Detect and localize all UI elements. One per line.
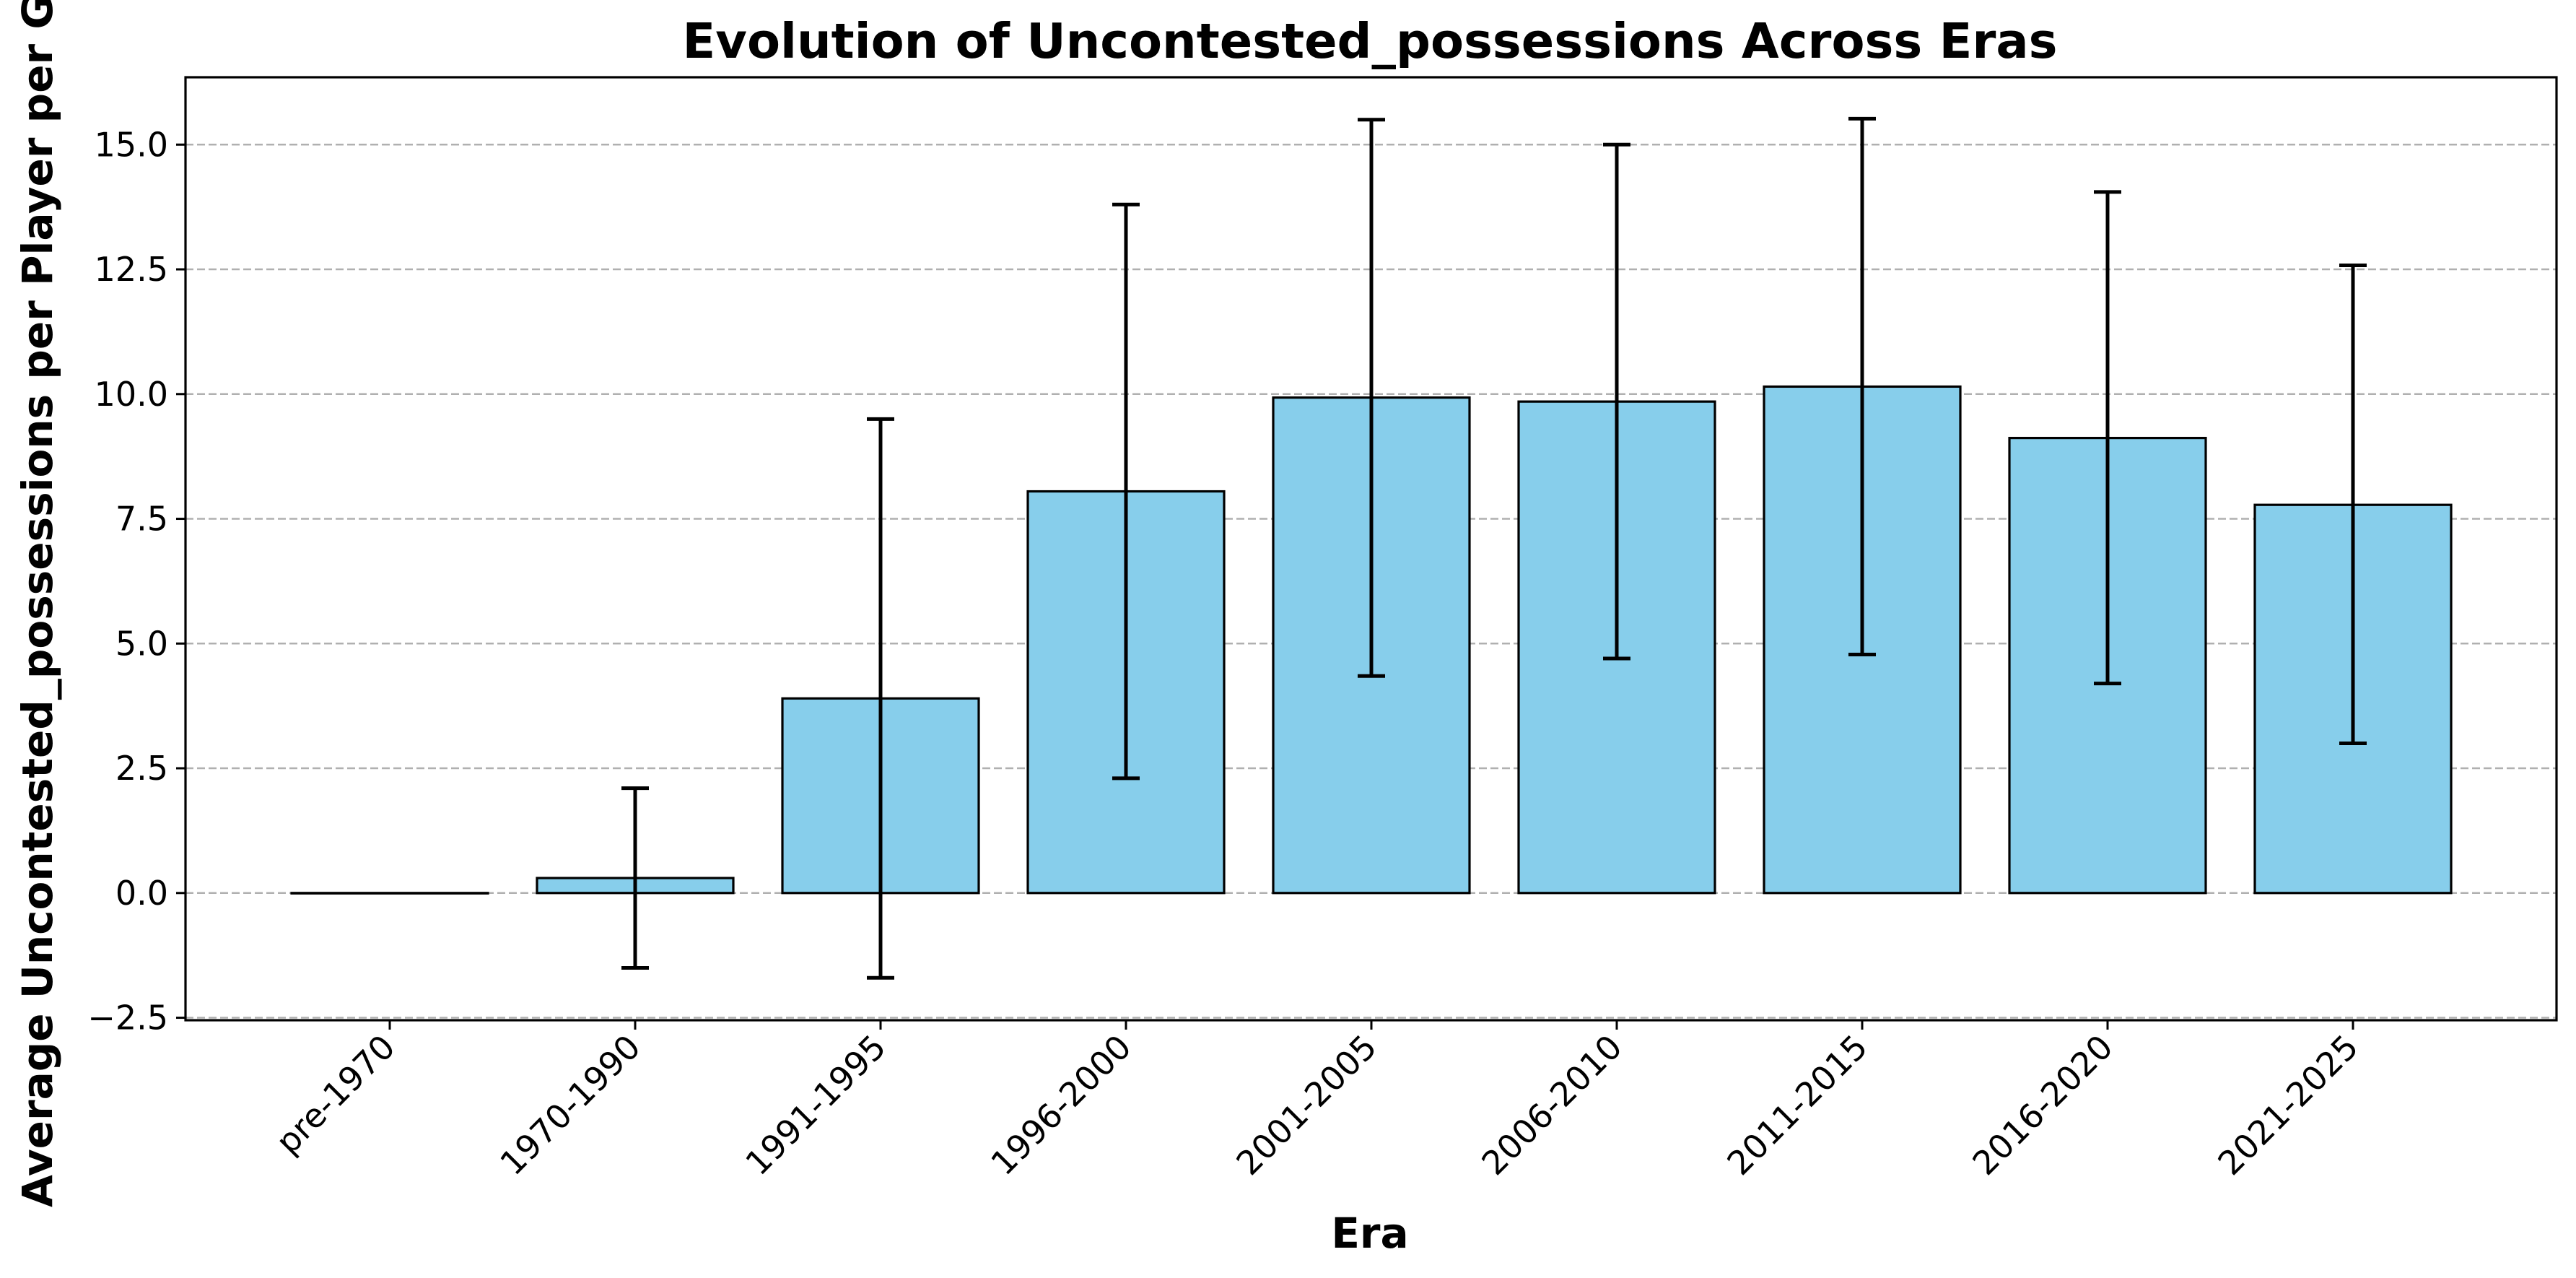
y-tick-label: 5.0 xyxy=(115,624,168,663)
y-tick-label: 7.5 xyxy=(115,500,168,539)
y-tick-label: 0.0 xyxy=(115,874,168,913)
y-tick-label: 12.5 xyxy=(95,250,168,289)
y-tick-label: 15.0 xyxy=(95,125,168,164)
y-axis-label: Average Uncontested_possessions per Play… xyxy=(13,0,62,1207)
bar xyxy=(290,892,489,895)
y-tick-label: 10.0 xyxy=(95,375,168,414)
error-bars xyxy=(621,116,2367,980)
y-axis-ticks: −2.5 0.0 2.5 5.0 7.5 10.0 12.5 15.0 xyxy=(87,125,185,1038)
y-tick-label: 2.5 xyxy=(115,749,168,788)
y-tick-label: −2.5 xyxy=(87,999,168,1038)
chart-title: Evolution of Uncontested_possessions Acr… xyxy=(683,13,2058,69)
x-axis-label: Era xyxy=(1331,1209,1408,1258)
